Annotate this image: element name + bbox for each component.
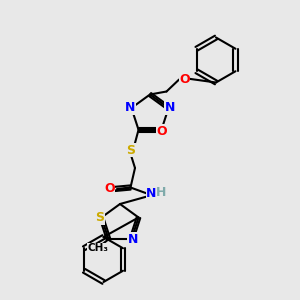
Text: N: N	[146, 187, 157, 200]
Text: S: S	[126, 143, 135, 157]
Text: O: O	[104, 182, 115, 196]
Text: S: S	[95, 211, 104, 224]
Text: N: N	[125, 101, 135, 115]
Text: CH₃: CH₃	[88, 243, 109, 253]
Text: N: N	[128, 233, 138, 246]
Text: O: O	[156, 125, 167, 138]
Text: H: H	[156, 185, 167, 199]
Text: N: N	[165, 101, 175, 115]
Text: O: O	[179, 73, 190, 86]
